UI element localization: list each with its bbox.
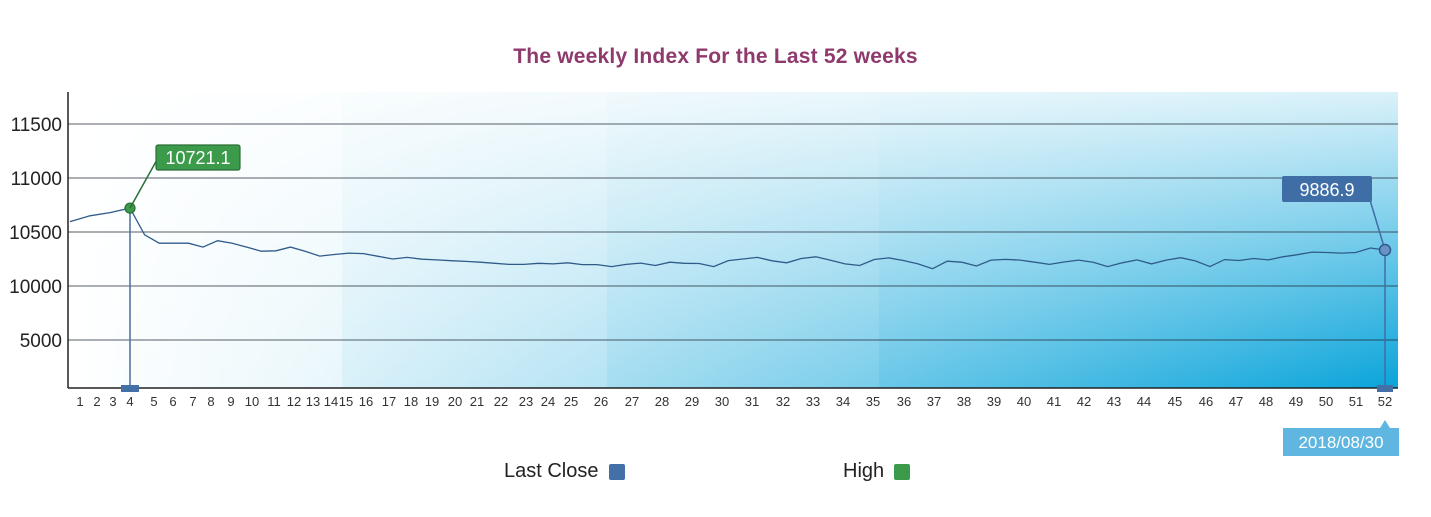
x-tick-label: 42 bbox=[1077, 394, 1091, 409]
x-tick-label: 45 bbox=[1168, 394, 1182, 409]
x-tick-label: 14 bbox=[324, 394, 338, 409]
x-tick-label: 5 bbox=[150, 394, 157, 409]
x-tick-label: 41 bbox=[1047, 394, 1061, 409]
x-tick-label: 2 bbox=[93, 394, 100, 409]
date-label-box bbox=[1283, 428, 1399, 456]
annotations: 10721.1 9886.9 2018/08/30 bbox=[121, 144, 1399, 456]
x-tick-label: 51 bbox=[1349, 394, 1363, 409]
x-tick-label: 6 bbox=[169, 394, 176, 409]
x-tick-label: 30 bbox=[715, 394, 729, 409]
date-label: 2018/08/30 bbox=[1298, 433, 1383, 452]
x-tick-label: 49 bbox=[1289, 394, 1303, 409]
x-tick-label: 35 bbox=[866, 394, 880, 409]
x-tick-label: 40 bbox=[1017, 394, 1031, 409]
x-tick-label: 37 bbox=[927, 394, 941, 409]
x-tick-label: 46 bbox=[1199, 394, 1213, 409]
x-tick-label: 33 bbox=[806, 394, 820, 409]
x-tick-label: 3 bbox=[109, 394, 116, 409]
x-tick-label: 13 bbox=[306, 394, 320, 409]
y-axis-ticks: 5000 10000 10500 11000 11500 bbox=[9, 115, 62, 352]
band-2 bbox=[342, 92, 607, 388]
legend-last-close-swatch bbox=[608, 463, 625, 480]
x-axis-ticks: 1 2 3 4 5 6 7 8 9 10 11 12 13 14 15 16 17 18 19 20 21 22 23 24 2… bbox=[76, 394, 1392, 409]
x-tick-label: 8 bbox=[207, 394, 214, 409]
last-point bbox=[1378, 243, 1392, 257]
high-callout-box bbox=[155, 144, 241, 171]
x-tick-label: 38 bbox=[957, 394, 971, 409]
y-tick-label: 10500 bbox=[9, 223, 62, 244]
last-callout-label: 9886.9 bbox=[1299, 180, 1354, 200]
x-tick-label: 9 bbox=[227, 394, 234, 409]
x-tick-label: 52 bbox=[1378, 394, 1392, 409]
date-label-pointer bbox=[1380, 420, 1390, 428]
legend-last-close-label: Last Close bbox=[504, 460, 599, 482]
gridlines bbox=[68, 123, 1398, 341]
x-tick-label: 7 bbox=[189, 394, 196, 409]
x-tick-label: 24 bbox=[541, 394, 555, 409]
legend-high-swatch bbox=[894, 463, 911, 480]
x-tick-label: 50 bbox=[1319, 394, 1333, 409]
x-tick-label: 31 bbox=[745, 394, 759, 409]
high-callout-label: 10721.1 bbox=[165, 148, 230, 168]
x-tick-label: 17 bbox=[382, 394, 396, 409]
x-tick-label: 32 bbox=[776, 394, 790, 409]
y-tick-label: 11000 bbox=[11, 169, 62, 190]
x-tick-label: 26 bbox=[594, 394, 608, 409]
axes bbox=[67, 92, 1398, 389]
x-tick-label: 43 bbox=[1107, 394, 1121, 409]
last-callout-box bbox=[1282, 176, 1372, 202]
x-tick-label: 1 bbox=[76, 394, 83, 409]
x-tick-label: 25 bbox=[564, 394, 578, 409]
legend-high-label: High bbox=[843, 460, 885, 482]
high-axis-marker bbox=[121, 385, 139, 392]
x-tick-label: 19 bbox=[425, 394, 439, 409]
x-tick-label: 36 bbox=[897, 394, 911, 409]
high-callout-leader bbox=[129, 157, 159, 209]
x-tick-label: 27 bbox=[625, 394, 639, 409]
chart-title: The weekly Index For the Last 52 weeks bbox=[513, 45, 918, 68]
series-layer bbox=[69, 207, 1386, 270]
background-bands bbox=[68, 92, 1398, 388]
x-tick-label: 11 bbox=[267, 394, 281, 409]
x-tick-label: 4 bbox=[126, 394, 133, 409]
x-tick-label: 22 bbox=[494, 394, 508, 409]
y-tick-label: 10000 bbox=[9, 277, 62, 298]
y-tick-label: 5000 bbox=[20, 331, 62, 352]
x-tick-label: 20 bbox=[448, 394, 462, 409]
x-tick-label: 18 bbox=[404, 394, 418, 409]
y-tick-label: 11500 bbox=[11, 115, 62, 136]
legend-last-close: Last Close bbox=[504, 460, 625, 483]
x-tick-label: 34 bbox=[836, 394, 850, 409]
x-tick-label: 10 bbox=[245, 394, 259, 409]
x-tick-label: 44 bbox=[1137, 394, 1151, 409]
x-tick-label: 16 bbox=[359, 394, 373, 409]
x-tick-label: 23 bbox=[519, 394, 533, 409]
band-1 bbox=[68, 92, 342, 388]
x-tick-label: 12 bbox=[287, 394, 301, 409]
last-callout-leader bbox=[1369, 199, 1386, 251]
x-tick-label: 39 bbox=[987, 394, 1001, 409]
last-axis-marker bbox=[1377, 385, 1393, 392]
band-3 bbox=[607, 92, 879, 388]
x-tick-label: 15 bbox=[339, 394, 353, 409]
legend-high: High bbox=[843, 460, 911, 483]
x-tick-label: 28 bbox=[655, 394, 669, 409]
x-tick-label: 47 bbox=[1229, 394, 1243, 409]
x-tick-label: 48 bbox=[1259, 394, 1273, 409]
x-tick-label: 29 bbox=[685, 394, 699, 409]
x-tick-label: 21 bbox=[470, 394, 484, 409]
series-line-last-close bbox=[69, 207, 1386, 270]
